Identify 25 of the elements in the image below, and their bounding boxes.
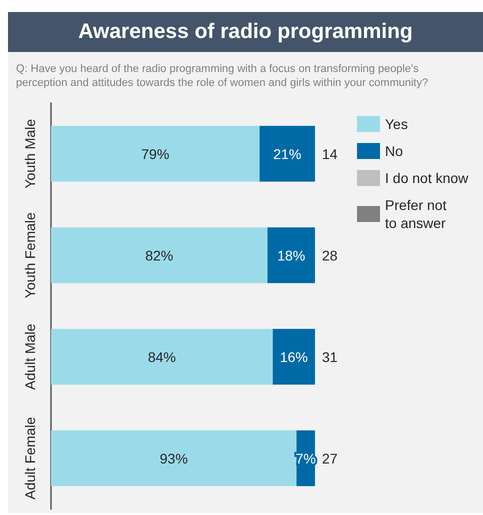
- text: 28: [322, 247, 338, 264]
- y-tick-label: Adult Male: [22, 323, 38, 390]
- legend-label: No: [385, 143, 404, 159]
- bar: [51, 126, 260, 182]
- data-label: 21%: [273, 146, 302, 162]
- bar: [51, 328, 273, 385]
- text: 27: [322, 450, 338, 466]
- y-tick-label: Youth Female: [22, 212, 38, 298]
- bar: [51, 430, 297, 486]
- chart-title: Awareness of radio programming: [78, 20, 413, 44]
- text: 31: [322, 348, 338, 365]
- legend-label: Prefer not to answer: [385, 197, 447, 231]
- data-label: 82%: [145, 247, 174, 264]
- text: 14: [322, 146, 338, 162]
- data-label: 79%: [141, 146, 170, 162]
- data-label: 16%: [280, 348, 308, 365]
- legend-label: Yes: [385, 116, 408, 132]
- bar: [51, 227, 268, 284]
- data-label: 84%: [148, 348, 176, 365]
- chart-subtitle: Q: Have you heard of the radio programming with a focus on transforming people's perception and attitudes towards the role of women and girls within your community?: [16, 62, 430, 90]
- data-label: 93%: [160, 450, 188, 466]
- y-tick-label: Adult Female: [22, 416, 38, 500]
- y-tick-label: Youth Male: [22, 118, 38, 189]
- legend-label: I do not know: [385, 170, 470, 186]
- data-label: 18%: [277, 247, 306, 264]
